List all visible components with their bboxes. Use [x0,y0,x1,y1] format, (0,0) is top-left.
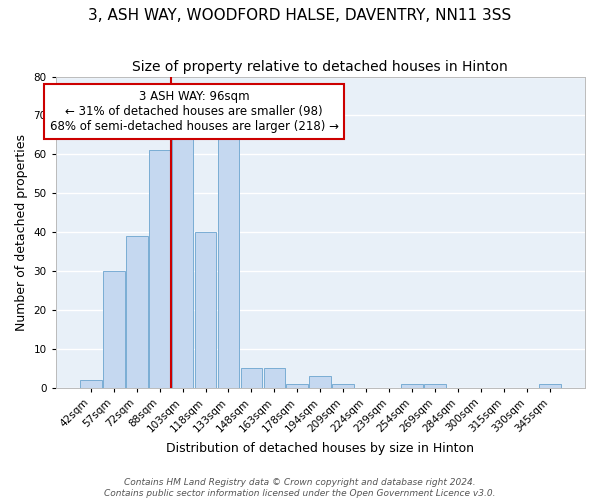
Text: 3 ASH WAY: 96sqm
← 31% of detached houses are smaller (98)
68% of semi-detached : 3 ASH WAY: 96sqm ← 31% of detached house… [50,90,338,133]
X-axis label: Distribution of detached houses by size in Hinton: Distribution of detached houses by size … [166,442,475,455]
Bar [310,376,331,388]
Bar [263,368,286,388]
Text: 3, ASH WAY, WOODFORD HALSE, DAVENTRY, NN11 3SS: 3, ASH WAY, WOODFORD HALSE, DAVENTRY, NN… [88,8,512,22]
Y-axis label: Number of detached properties: Number of detached properties [15,134,28,330]
Bar [80,380,101,388]
Bar [126,236,148,388]
Title: Size of property relative to detached houses in Hinton: Size of property relative to detached ho… [133,60,508,74]
Bar [194,232,217,388]
Bar [332,384,354,388]
Bar [172,139,193,388]
Bar [218,131,239,388]
Bar [103,271,125,388]
Bar [401,384,423,388]
Bar [241,368,262,388]
Bar [424,384,446,388]
Text: Contains HM Land Registry data © Crown copyright and database right 2024.
Contai: Contains HM Land Registry data © Crown c… [104,478,496,498]
Bar [149,150,170,388]
Bar [286,384,308,388]
Bar [539,384,561,388]
